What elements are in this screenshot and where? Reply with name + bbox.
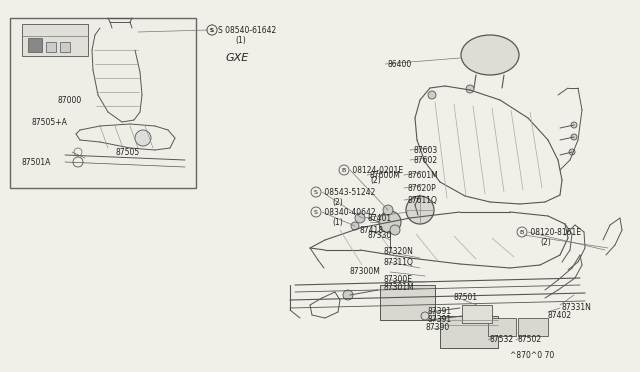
Text: S: S (210, 28, 214, 32)
Circle shape (517, 227, 527, 237)
Text: 87391: 87391 (427, 315, 451, 324)
Text: 08124-0201E: 08124-0201E (350, 166, 403, 174)
Circle shape (569, 149, 575, 155)
Circle shape (428, 91, 436, 99)
Text: 87600M: 87600M (369, 170, 400, 180)
Text: 87601M: 87601M (408, 170, 439, 180)
Circle shape (343, 290, 353, 300)
Bar (440, 316, 498, 348)
Bar (488, 318, 516, 336)
Circle shape (311, 187, 321, 197)
Text: (1): (1) (332, 218, 343, 227)
Text: 87402: 87402 (548, 311, 572, 320)
Text: S 08540-61642: S 08540-61642 (218, 26, 276, 35)
Text: B: B (342, 167, 346, 173)
Text: 87532: 87532 (490, 336, 514, 344)
Text: S: S (314, 189, 318, 195)
Text: 87390: 87390 (425, 324, 449, 333)
Text: S: S (314, 209, 318, 215)
Circle shape (379, 211, 401, 233)
Text: 08120-8161E: 08120-8161E (528, 228, 581, 237)
Text: 08340-40642: 08340-40642 (322, 208, 376, 217)
Bar (46, 42, 56, 52)
Text: 87311Q: 87311Q (383, 257, 413, 266)
Circle shape (383, 205, 393, 215)
Text: ^870^0 70: ^870^0 70 (510, 352, 554, 360)
Circle shape (406, 196, 434, 224)
Text: (1): (1) (235, 35, 246, 45)
Circle shape (135, 130, 151, 146)
Text: 87603: 87603 (413, 145, 437, 154)
Bar (462, 305, 492, 323)
Text: GXE: GXE (226, 53, 249, 63)
Text: (2): (2) (540, 237, 551, 247)
Text: 87418: 87418 (360, 225, 384, 234)
Text: 87505: 87505 (116, 148, 140, 157)
Text: 87505+A: 87505+A (32, 118, 68, 126)
Text: (2): (2) (332, 198, 343, 206)
Circle shape (390, 225, 400, 235)
Text: 86400: 86400 (388, 60, 412, 68)
Bar (28, 38, 42, 52)
Bar (10, 18, 196, 188)
Text: 87320N: 87320N (383, 247, 413, 257)
Text: 87502: 87502 (518, 336, 542, 344)
Text: 87401: 87401 (367, 214, 391, 222)
Text: 87602: 87602 (413, 155, 437, 164)
Circle shape (355, 213, 365, 223)
Text: S: S (210, 28, 214, 32)
Text: (2): (2) (370, 176, 381, 185)
Bar (60, 42, 70, 52)
Circle shape (207, 25, 217, 35)
Text: 87000: 87000 (57, 96, 81, 105)
Circle shape (311, 207, 321, 217)
Circle shape (571, 122, 577, 128)
Text: 87611Q: 87611Q (408, 196, 438, 205)
Circle shape (351, 222, 359, 230)
Text: 87391: 87391 (427, 308, 451, 317)
Bar (518, 318, 548, 336)
Circle shape (571, 134, 577, 140)
Text: 87300E: 87300E (383, 276, 412, 285)
Text: 87331N: 87331N (562, 304, 592, 312)
Circle shape (207, 25, 217, 35)
Text: 87501: 87501 (453, 294, 477, 302)
Text: 87300M: 87300M (350, 267, 381, 276)
Text: 87620P: 87620P (408, 183, 436, 192)
Circle shape (339, 165, 349, 175)
Text: 87501A: 87501A (22, 157, 51, 167)
Text: 87330: 87330 (368, 231, 392, 240)
Text: B: B (520, 230, 524, 234)
Circle shape (466, 85, 474, 93)
Text: 08543-51242: 08543-51242 (322, 187, 376, 196)
Bar (380, 285, 435, 320)
Bar (22, 24, 88, 56)
Ellipse shape (461, 35, 519, 75)
Text: 87301M: 87301M (383, 283, 413, 292)
